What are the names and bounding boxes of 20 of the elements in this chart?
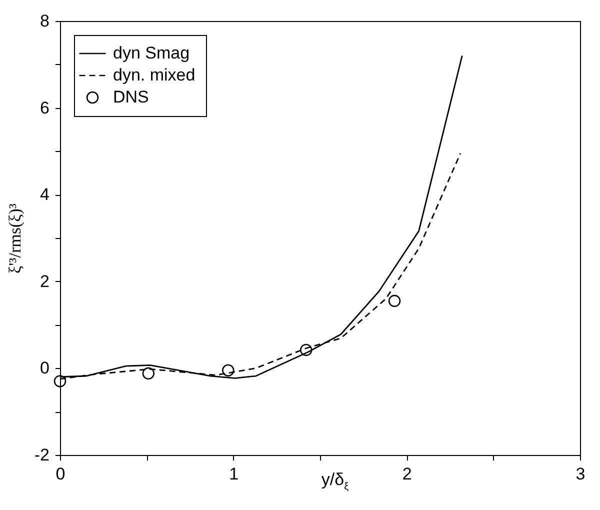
y-tick-label: 2 [40,272,50,291]
x-tick-label: 1 [229,464,239,484]
x-tick-label: 0 [56,464,66,484]
x-tick-label: 2 [402,464,412,484]
point [300,344,312,356]
point [142,367,155,380]
legend-label: dyn. mixed [113,66,196,84]
y-tick-label: 4 [40,185,50,204]
point [54,375,66,388]
x-axis-title: y/δ$_{ξ}$ [321,470,349,492]
y-axis-title: ξ'³/rms(ξ)³ [5,204,24,274]
point [388,294,401,308]
y-tick-label: 8 [40,12,50,30]
x-tick-label: 3 [576,464,586,484]
point [222,364,234,376]
y-tick-label: -2 [34,446,50,464]
legend-label: dyn Smag [113,44,190,62]
y-tick-label: 6 [40,98,50,118]
y-tick-label: 0 [40,358,50,378]
legend-label: DNS [113,88,149,106]
